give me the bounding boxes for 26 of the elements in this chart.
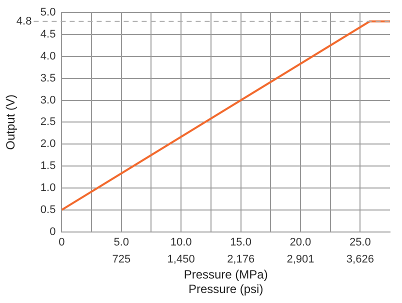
ref-line-label: 4.8 — [16, 15, 32, 28]
y-tick-label: 4.5 — [40, 28, 56, 41]
x-tick-label: 0 — [58, 236, 65, 248]
y-tick-label: 4.0 — [40, 50, 56, 62]
x-tick-label: 5.0 — [114, 236, 130, 248]
y-tick-label: 3.5 — [40, 72, 56, 84]
y-tick-label: 0 — [50, 226, 56, 238]
y-axis-title: Output (V) — [4, 94, 18, 150]
y-tick-label: 1.5 — [40, 160, 56, 172]
y-tick-label: 2.5 — [40, 116, 56, 128]
x2-tick-label: 3,626 — [346, 254, 374, 266]
x2-tick-label: 2,901 — [286, 254, 314, 266]
x2-axis-title: Pressure (psi) — [188, 282, 264, 296]
y-tick-label: 2.0 — [40, 138, 56, 150]
y-tick-label: 5.0 — [40, 6, 56, 19]
y-tick-label: 0.5 — [40, 204, 56, 216]
x-tick-label: 25.0 — [349, 236, 371, 248]
y-tick-label: 3.0 — [40, 94, 56, 106]
x-tick-label: 20.0 — [290, 236, 312, 248]
x-tick-label: 10.0 — [170, 236, 192, 248]
y-tick-label: 1.0 — [40, 182, 56, 194]
x-tick-label: 15.0 — [230, 236, 252, 248]
x2-tick-label: 725 — [112, 254, 131, 266]
x-axis-title: Pressure (MPa) — [184, 268, 268, 282]
x2-tick-label: 1,450 — [167, 254, 195, 266]
x2-tick-label: 2,176 — [227, 254, 255, 266]
